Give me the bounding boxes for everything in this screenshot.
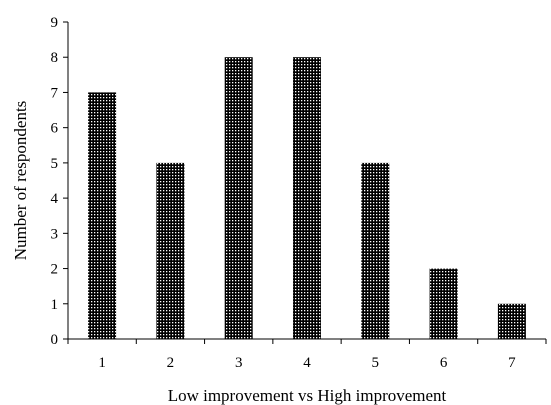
x-tick-label: 2 <box>167 355 175 371</box>
bar-6 <box>429 268 458 339</box>
bar-4 <box>293 57 321 339</box>
bar-3 <box>224 57 253 339</box>
y-tick-label: 6 <box>51 121 59 137</box>
y-tick-label: 9 <box>51 15 59 31</box>
bar-2 <box>156 162 185 339</box>
x-tick-label: 6 <box>440 355 448 371</box>
x-tick-label: 1 <box>98 355 106 371</box>
y-tick-label: 1 <box>51 297 59 313</box>
y-tick-label: 4 <box>51 191 59 207</box>
y-tick-label: 2 <box>51 262 59 278</box>
labels-group: 0 1 2 3 4 5 6 7 8 9 1 2 3 4 5 6 7 <box>51 15 517 371</box>
y-tick-label: 3 <box>51 226 59 242</box>
bar-5 <box>361 162 390 339</box>
axes-group <box>63 21 547 344</box>
x-axis-title: Low improvement vs High improvement <box>168 386 447 405</box>
y-tick-label: 5 <box>51 156 59 172</box>
x-tick-label: 3 <box>235 355 243 371</box>
x-tick-label: 7 <box>508 355 516 371</box>
bars-group <box>88 57 526 340</box>
x-tick-label: 4 <box>303 355 311 371</box>
bar-7 <box>497 303 526 339</box>
x-tick-label: 5 <box>372 355 380 371</box>
y-tick-label: 8 <box>51 50 59 66</box>
bar-1 <box>88 92 117 340</box>
y-axis-title: Number of respondents <box>11 101 30 261</box>
y-tick-label: 7 <box>51 85 59 101</box>
y-tick-label: 0 <box>51 332 59 348</box>
